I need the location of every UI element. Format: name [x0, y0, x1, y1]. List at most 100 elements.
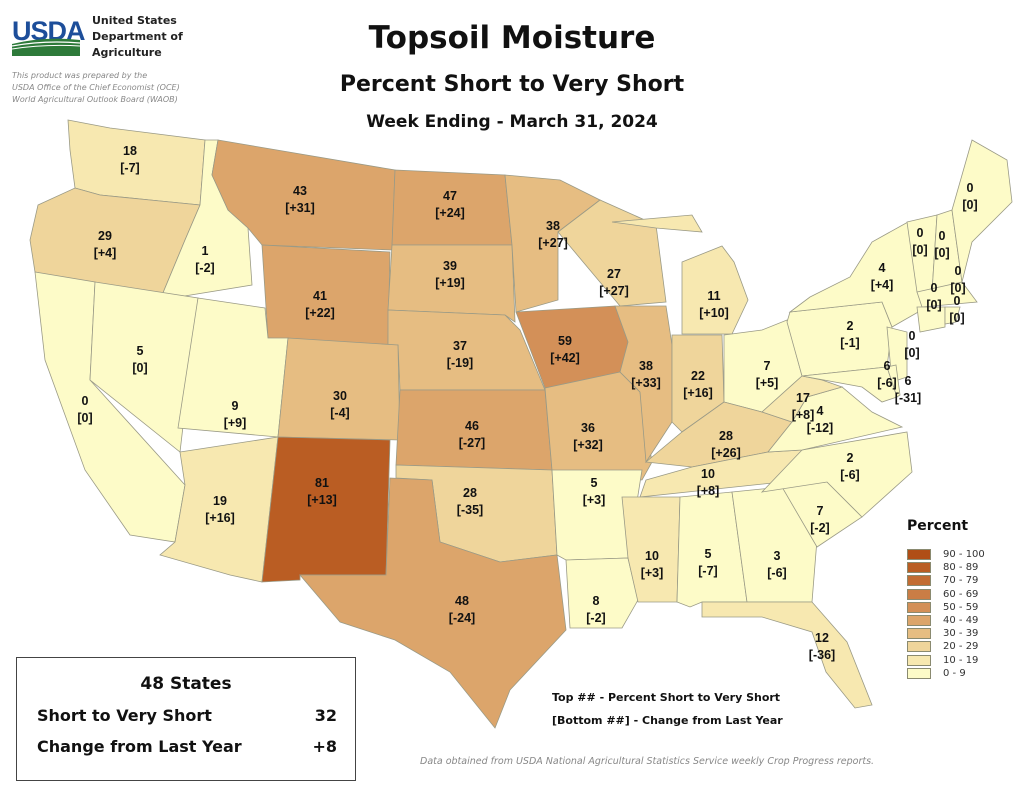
state-value-ms: 10 [645, 549, 659, 563]
label-key: Top ## - Percent Short to Very Short [Bo… [552, 686, 783, 732]
state-value-tx: 48 [455, 594, 469, 608]
state-value-mt: 43 [293, 184, 307, 198]
state-value-id: 1 [202, 244, 209, 258]
state-value-nh: 0 [939, 229, 946, 243]
state-change-ct: [0] [926, 298, 941, 312]
state-value-tn: 10 [701, 467, 715, 481]
state-value-pa: 2 [847, 319, 854, 333]
state-value-ky: 28 [719, 429, 733, 443]
state-change-wi: [+27] [599, 284, 629, 298]
state-wi [557, 199, 667, 307]
state-change-ky: [+26] [711, 446, 741, 460]
state-la [565, 557, 639, 629]
map-subtitle: Percent Short to Very Short [339, 72, 685, 97]
state-nm [261, 436, 391, 583]
agency-line: Department of [92, 30, 183, 43]
state-change-nv: [0] [132, 361, 147, 375]
state-value-nj: 0 [909, 329, 916, 343]
legend-label: 0 - 9 [943, 667, 966, 679]
state-change-ia: [+42] [550, 351, 580, 365]
summary-heading: 48 States [140, 674, 232, 694]
source-note: Data obtained from USDA National Agricul… [420, 756, 875, 767]
state-change-sc: [-2] [810, 521, 829, 535]
state-change-tn: [+8] [697, 484, 720, 498]
state-value-oh: 7 [764, 359, 771, 373]
prepared-line: World Agricultural Outlook Board (WAOB) [12, 95, 178, 104]
state-value-al: 5 [705, 547, 712, 561]
state-value-ga: 3 [774, 549, 781, 563]
state-change-tx: [-24] [449, 611, 475, 625]
state-value-md: 6 [884, 359, 891, 373]
state-ct [916, 306, 946, 333]
legend-label: 30 - 39 [943, 628, 979, 640]
state-change-md: [-6] [877, 376, 896, 390]
summary-label: Change from Last Year [37, 737, 242, 756]
state-change-mt: [+31] [285, 201, 315, 215]
legend-item: 70 - 79 [895, 574, 985, 587]
state-change-mi: [+10] [699, 306, 729, 320]
state-value-wy: 41 [313, 289, 327, 303]
state-value-ne: 37 [453, 339, 467, 353]
state-change-id: [-2] [195, 261, 214, 275]
state-change-wv: [+8] [792, 408, 815, 422]
state-value-ar: 5 [591, 476, 598, 490]
state-mn [504, 174, 601, 313]
state-value-la: 8 [593, 594, 600, 608]
state-value-mi: 11 [707, 289, 720, 303]
legend-label: 20 - 29 [943, 641, 979, 653]
state-change-ny: [+4] [871, 278, 894, 292]
legend-item: 10 - 19 [895, 654, 985, 667]
state-change-or: [+4] [94, 246, 117, 260]
state-de [886, 364, 901, 398]
state-value-ri: 0 [954, 294, 961, 308]
legend-item: 20 - 29 [895, 640, 985, 653]
state-change-ri: [0] [949, 311, 964, 325]
legend-item: 60 - 69 [895, 588, 985, 601]
state-value-de: 6 [905, 374, 912, 388]
state-change-in: [+16] [683, 386, 713, 400]
summary-value: 32 [314, 706, 337, 725]
prepared-line: This product was prepared by the [12, 71, 148, 80]
legend-item: 30 - 39 [895, 627, 985, 640]
state-change-mo: [+32] [573, 438, 603, 452]
state-change-nd: [+24] [435, 206, 465, 220]
state-change-nc: [-6] [840, 468, 859, 482]
state-ma [916, 281, 978, 308]
legend-swatch [907, 641, 931, 653]
state-change-ut: [+9] [224, 416, 247, 430]
state-change-oh: [+5] [756, 376, 779, 390]
state-tx [299, 477, 567, 729]
key-top: Top ## - Percent Short to Very Short [552, 691, 781, 704]
state-value-wi: 27 [607, 267, 621, 281]
state-value-nc: 2 [847, 451, 854, 465]
state-value-nd: 47 [443, 189, 457, 203]
legend-swatch [907, 549, 931, 561]
state-change-la: [-2] [586, 611, 605, 625]
prepared-line: USDA Office of the Chief Economist (OCE) [12, 83, 180, 92]
state-value-ok: 28 [463, 486, 477, 500]
legend-label: 80 - 89 [943, 562, 979, 574]
state-fl [701, 601, 873, 709]
agency-line: United States [92, 14, 177, 27]
state-change-sd: [+19] [435, 276, 465, 290]
state-value-az: 19 [213, 494, 227, 508]
legend-swatch [907, 562, 931, 574]
legend-item: 40 - 49 [895, 614, 985, 627]
state-change-me: [0] [962, 198, 977, 212]
key-bottom: [Bottom ##] - Change from Last Year [552, 714, 783, 727]
state-value-vt: 0 [917, 226, 924, 240]
summary-row-short: Short to Very Short 32 [17, 706, 355, 725]
legend-label: 50 - 59 [943, 601, 979, 613]
state-change-ma: [0] [950, 281, 965, 295]
state-change-ca: [0] [77, 411, 92, 425]
legend-swatch [907, 654, 931, 666]
legend-label: 10 - 19 [943, 654, 979, 666]
state-ri [944, 306, 961, 325]
state-value-nv: 5 [137, 344, 144, 358]
legend-item: 90 - 100 [895, 548, 985, 561]
map-title: Topsoil Moisture [368, 20, 656, 56]
state-value-ma: 0 [955, 264, 962, 278]
legend-swatch [907, 615, 931, 627]
legend-swatch [907, 601, 931, 613]
